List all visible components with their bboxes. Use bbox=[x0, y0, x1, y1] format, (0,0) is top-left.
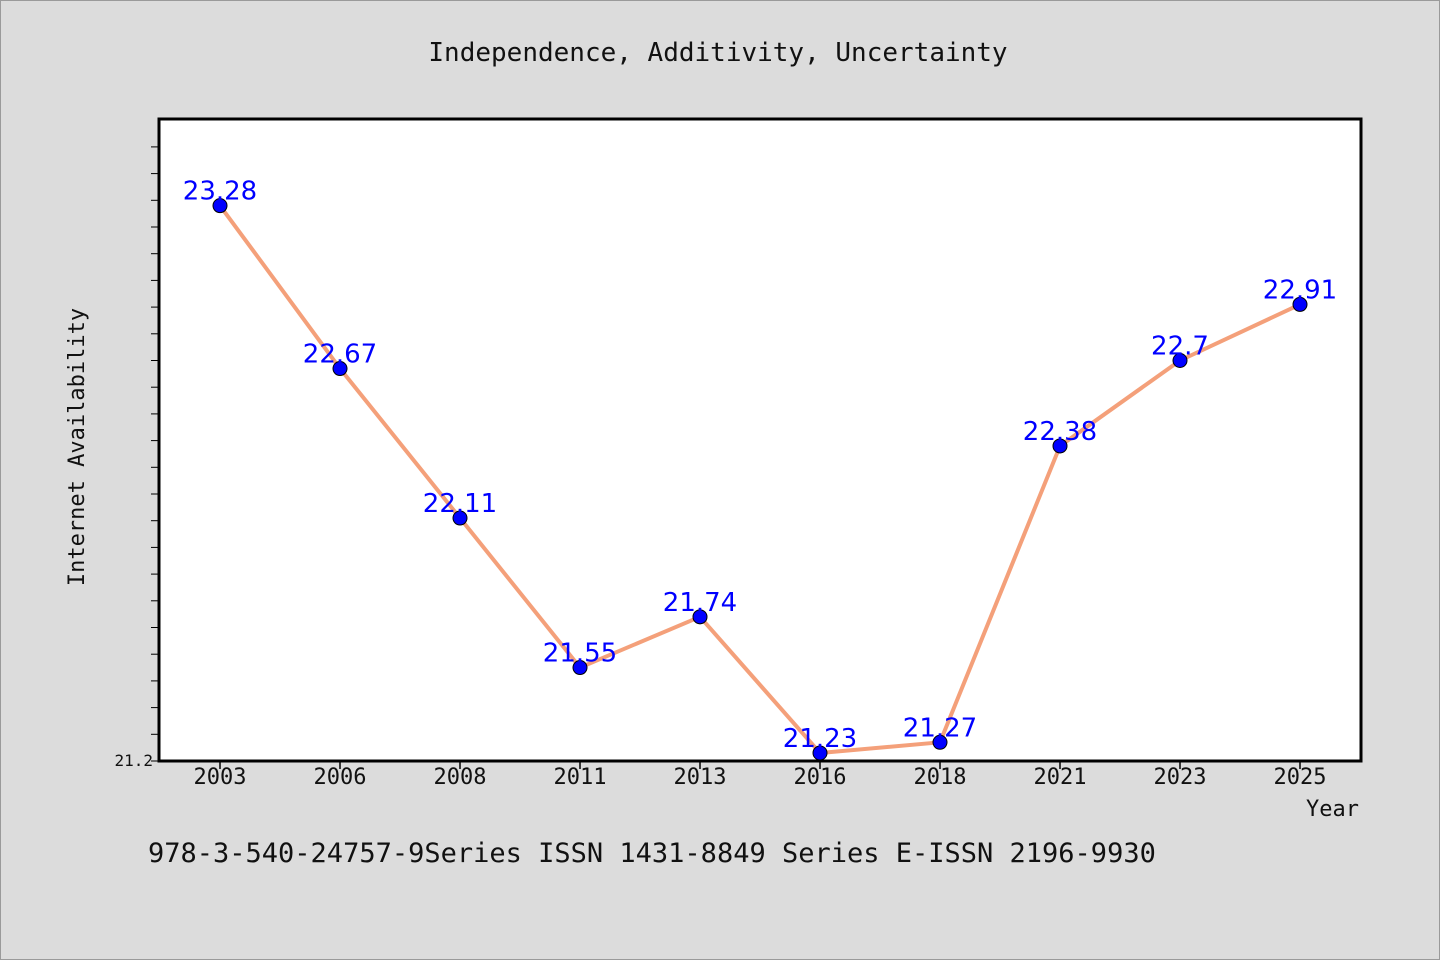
chart-title: Independence, Additivity, Uncertainty bbox=[428, 38, 1007, 68]
x-tick-label: 2008 bbox=[434, 765, 487, 790]
data-point bbox=[452, 510, 468, 526]
x-tick-label: 2003 bbox=[194, 765, 247, 790]
data-label: 21.55 bbox=[543, 639, 617, 669]
x-tick-label: 2006 bbox=[314, 765, 367, 790]
data-label: 22.38 bbox=[1023, 417, 1097, 447]
x-tick-label: 2016 bbox=[794, 765, 847, 790]
data-point bbox=[332, 361, 348, 377]
data-point bbox=[212, 198, 228, 214]
data-point bbox=[812, 745, 828, 761]
x-tick-label: 2018 bbox=[914, 765, 967, 790]
data-point bbox=[1052, 438, 1068, 454]
x-tick-label: 2013 bbox=[674, 765, 727, 790]
data-point bbox=[1292, 296, 1308, 312]
footer-isbn-text: 978-3-540-24757-9Series ISSN 1431-8849 S… bbox=[148, 838, 1156, 869]
series-line-group: 23.28 22.67 22.11 21.55 21.74 21.23 21.27 22.38… bbox=[183, 177, 1337, 761]
x-axis-ticks: 2003 2006 2008 2011 2013 2016 2018 2021 2023 2025 bbox=[194, 761, 1327, 790]
x-tick-label: 2023 bbox=[1154, 765, 1207, 790]
data-point bbox=[1172, 353, 1188, 368]
data-label: 22.11 bbox=[423, 489, 497, 519]
x-axis-label: Year bbox=[1306, 797, 1359, 822]
x-tick-label: 2011 bbox=[554, 765, 607, 790]
data-label: 21.27 bbox=[903, 713, 977, 743]
x-tick-label: 2021 bbox=[1034, 765, 1087, 790]
data-label: 21.74 bbox=[663, 588, 737, 618]
data-label: 23.28 bbox=[183, 177, 257, 207]
data-label: 22.7 bbox=[1151, 332, 1209, 362]
y-tick-label: 21.2 bbox=[114, 751, 153, 770]
y-axis-ticks: 21.2 bbox=[114, 146, 159, 770]
y-axis-label: Internet Availability bbox=[65, 308, 90, 586]
series-line bbox=[218, 204, 1301, 755]
data-label: 21.23 bbox=[783, 724, 857, 754]
data-label: 22.67 bbox=[303, 340, 377, 370]
data-point bbox=[692, 609, 708, 625]
plot-area bbox=[157, 117, 1363, 763]
x-tick-label: 2025 bbox=[1274, 765, 1327, 790]
data-point bbox=[932, 734, 948, 750]
data-point bbox=[572, 660, 588, 676]
data-label: 22.91 bbox=[1263, 275, 1337, 305]
